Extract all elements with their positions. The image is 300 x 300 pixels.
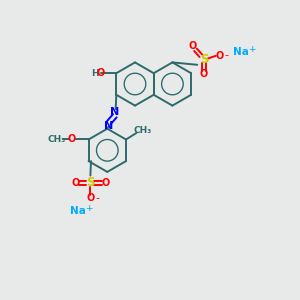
Text: N: N: [104, 121, 113, 131]
Text: S: S: [200, 53, 208, 66]
Text: CH₃: CH₃: [134, 126, 152, 135]
Text: O: O: [200, 69, 208, 80]
Text: O: O: [188, 41, 196, 51]
Text: S: S: [86, 176, 94, 189]
Text: O: O: [71, 178, 80, 188]
Text: +: +: [248, 45, 256, 54]
Text: O: O: [101, 178, 110, 188]
Text: Na: Na: [70, 206, 86, 216]
Text: -: -: [224, 50, 228, 60]
Text: O: O: [68, 134, 76, 145]
Text: N: N: [110, 107, 119, 117]
Text: CH₃: CH₃: [48, 135, 66, 144]
Text: Na: Na: [233, 47, 249, 57]
Text: O: O: [86, 193, 94, 203]
Text: -: -: [95, 193, 99, 203]
Text: O: O: [97, 68, 105, 78]
Text: +: +: [85, 204, 93, 213]
Text: O: O: [215, 51, 223, 61]
Text: H: H: [92, 69, 99, 78]
